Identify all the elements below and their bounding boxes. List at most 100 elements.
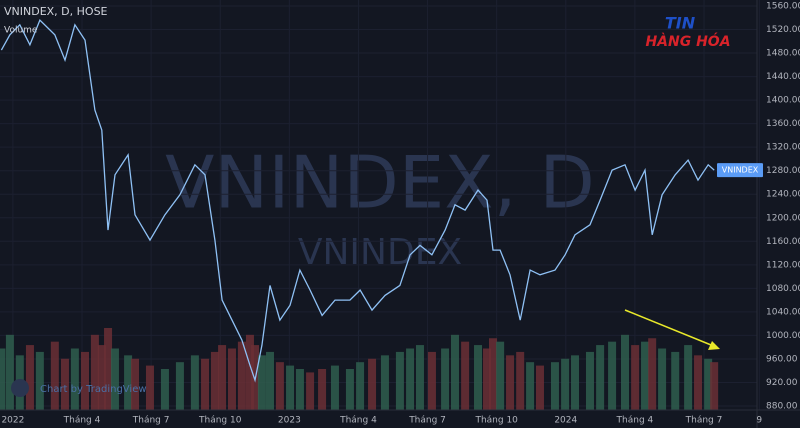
x-tick-label: 2022 xyxy=(1,416,24,426)
volume-bar xyxy=(535,365,544,410)
volume-bar xyxy=(130,358,139,410)
x-tick-label: Tháng 10 xyxy=(474,416,518,426)
x-tick-label: 2023 xyxy=(278,416,301,426)
plot xyxy=(0,0,760,410)
volume-bar xyxy=(257,355,266,410)
x-tick-label: Tháng 7 xyxy=(132,416,170,426)
volume-bar xyxy=(275,362,284,410)
volume-bar xyxy=(210,351,219,410)
volume-bar xyxy=(50,341,59,410)
arrow-head xyxy=(708,341,720,350)
tradingview-icon xyxy=(11,379,29,397)
volume-bar xyxy=(516,351,525,410)
y-tick-label: 1400.00 xyxy=(766,96,800,106)
price-badge-box xyxy=(717,163,763,178)
volume-bar xyxy=(160,369,169,410)
volume-bar xyxy=(145,365,154,410)
y-tick-label: 1320.00 xyxy=(766,143,800,153)
volume-bar xyxy=(201,358,210,410)
y-tick-label: 1000.00 xyxy=(766,331,800,341)
arrow-line xyxy=(624,309,717,348)
volume-bar xyxy=(97,345,106,410)
volume-bar xyxy=(227,348,236,410)
volume-bar xyxy=(295,369,304,410)
volume-label[interactable]: Volume xyxy=(4,26,38,36)
volume-bar xyxy=(356,362,365,410)
x-tick-label: Tháng 4 xyxy=(616,416,654,426)
volume-bar xyxy=(306,372,315,410)
volume-bar xyxy=(104,328,113,410)
volume-bar xyxy=(684,345,693,410)
price-line xyxy=(0,18,715,383)
volume-bar xyxy=(415,345,424,410)
logo-line2: HÀNG HÓA xyxy=(645,32,730,50)
x-tick-label: 9 xyxy=(756,416,762,426)
volume-bar xyxy=(395,351,404,410)
y-tick-label: 1120.00 xyxy=(766,260,800,270)
volume-bar xyxy=(190,355,199,410)
volume-bar xyxy=(506,355,515,410)
y-tick-label: 1240.00 xyxy=(766,190,800,200)
volume-bar xyxy=(218,345,227,410)
volume-bar xyxy=(380,355,389,410)
volume-bar xyxy=(658,348,667,410)
volume-bar xyxy=(496,341,505,410)
volume-bar xyxy=(427,351,436,410)
x-tick-label: Tháng 7 xyxy=(685,416,723,426)
volume-bar xyxy=(318,369,327,410)
watermark-main: VNINDEX, D xyxy=(165,141,595,225)
volume-bar xyxy=(648,338,657,410)
volume-bar xyxy=(474,345,483,410)
x-tick-label: Tháng 10 xyxy=(198,416,242,426)
volume-bar xyxy=(124,355,133,410)
volume-bar xyxy=(441,348,450,410)
volume-bar xyxy=(585,351,594,410)
y-tick-label: 1080.00 xyxy=(766,284,800,294)
volume-bar xyxy=(237,341,246,410)
y-tick-label: 880.00 xyxy=(766,402,798,412)
volume-bar xyxy=(90,334,99,410)
volume-bar xyxy=(345,369,354,410)
y-tick-label: 1280.00 xyxy=(766,166,800,176)
volume-bar xyxy=(406,348,415,410)
volume-bar xyxy=(60,358,69,410)
volume-bar xyxy=(286,365,295,410)
y-tick-label: 1520.00 xyxy=(766,25,800,35)
volume-bar xyxy=(330,365,339,410)
y-tick-label: 960.00 xyxy=(766,354,798,364)
volume-bar xyxy=(710,362,719,410)
watermark-sub: VNINDEX xyxy=(298,232,462,273)
x-tick-label: Tháng 4 xyxy=(63,416,101,426)
volume-bar xyxy=(550,362,559,410)
volume-bar xyxy=(450,334,459,410)
volume-bar xyxy=(70,348,79,410)
volume-bar xyxy=(571,355,580,410)
volume-bar xyxy=(641,341,650,410)
volume-bar xyxy=(608,341,617,410)
y-tick-label: 1160.00 xyxy=(766,237,800,247)
y-tick-label: 1560.00 xyxy=(766,2,800,12)
volume-bar xyxy=(488,338,497,410)
header[interactable]: VNINDEX, D, HOSE xyxy=(4,5,108,18)
volume-bar xyxy=(461,341,470,410)
volume-bar xyxy=(175,362,184,410)
y-tick-label: 920.00 xyxy=(766,378,798,388)
volume-bar xyxy=(265,351,274,410)
y-tick-label: 1480.00 xyxy=(766,49,800,59)
y-tick-label: 1200.00 xyxy=(766,213,800,223)
logo-line1: TIN xyxy=(665,14,696,33)
volume-bar xyxy=(35,351,44,410)
y-tick-label: 1040.00 xyxy=(766,307,800,317)
volume-bar xyxy=(81,351,90,410)
credit[interactable]: Chart by TradingView xyxy=(40,384,147,395)
volume-bar xyxy=(368,358,377,410)
volume-bar xyxy=(694,355,703,410)
price-badge: VNINDEX xyxy=(722,166,759,175)
watermark: VNINDEX, D VNINDEX xyxy=(165,141,595,273)
volume-bar xyxy=(25,345,34,410)
volume-bar xyxy=(671,351,680,410)
volume-bar xyxy=(704,358,713,410)
x-tick-label: Tháng 7 xyxy=(408,416,446,426)
volume-bar xyxy=(0,348,6,410)
